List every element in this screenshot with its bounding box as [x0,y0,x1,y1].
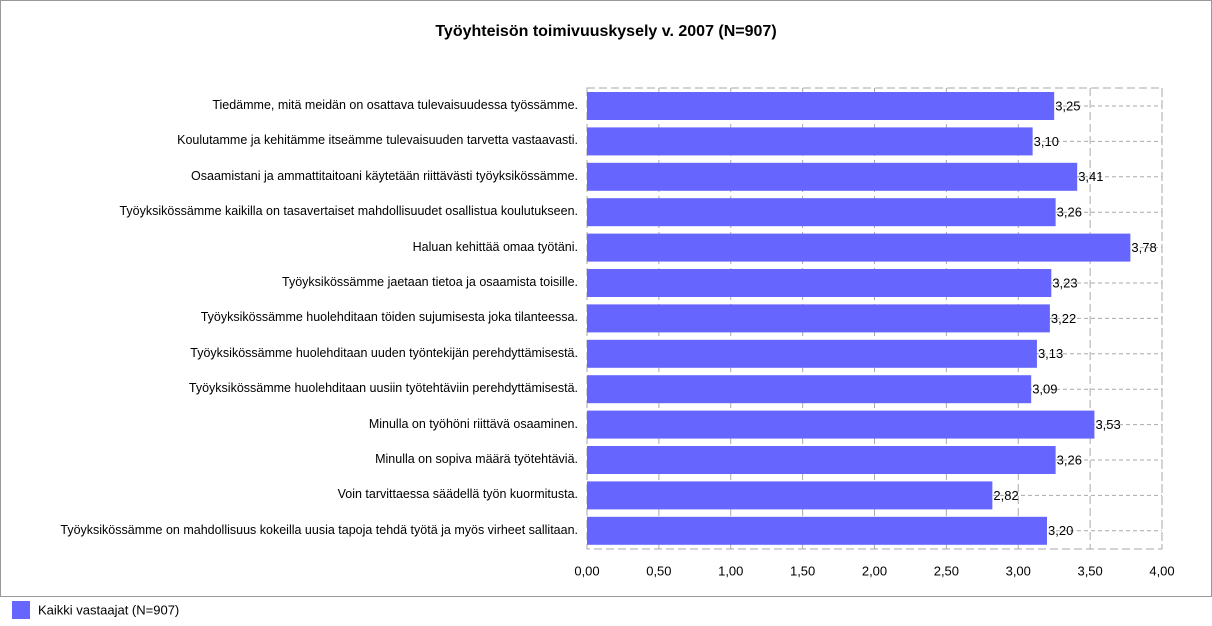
x-tick-label: 0,00 [574,563,599,578]
value-label: 3,53 [1095,417,1120,432]
value-label: 3,26 [1057,205,1082,220]
category-label: Osaamistani ja ammattitaitoani käytetään… [191,168,578,183]
value-label: 3,22 [1051,311,1076,326]
category-label: Työyksikössämme huolehditaan töiden suju… [200,310,578,325]
bar [587,269,1052,297]
legend-swatch [12,601,30,619]
category-label: Työyksikössämme on mahdollisuus kokeilla… [60,522,578,537]
x-tick-label: 1,50 [790,563,815,578]
value-label: 3,10 [1034,134,1059,149]
bar [587,339,1037,368]
x-tick-label: 4,00 [1149,563,1174,578]
value-label: 3,20 [1048,523,1073,538]
chart-title: Työyhteisön toimivuuskysely v. 2007 (N=9… [435,23,776,40]
bar [587,446,1056,474]
value-label: 3,13 [1038,346,1063,361]
x-tick-label: 3,50 [1077,563,1102,578]
category-label: Tiedämme, mitä meidän on osattava tuleva… [212,98,578,112]
x-tick-label: 0,50 [646,563,671,578]
bar [587,304,1050,333]
category-label: Minulla on työhöni riittävä osaaminen. [368,416,578,431]
bar [587,410,1095,439]
category-label: Voin tarvittaessa säädellä työn kuormitu… [337,487,578,502]
x-tick-label: 2,50 [934,563,959,578]
value-label: 3,09 [1032,382,1057,397]
bar [587,92,1055,120]
bar [587,162,1078,191]
bar [587,375,1032,404]
category-label: Koulutamme ja kehitämme itseämme tulevai… [177,133,578,148]
value-label: 3,26 [1057,452,1082,467]
legend-label: Kaikki vastaajat (N=907) [38,602,179,617]
category-label: Työyksikössämme huolehditaan uusiin työt… [188,381,578,396]
category-label: Haluan kehittää omaa työtäni. [412,239,578,254]
bar [587,516,1047,545]
value-label: 3,78 [1131,240,1156,255]
bar [587,198,1056,227]
category-label: Työyksikössämme jaetaan tietoa ja osaami… [282,275,578,289]
category-label: Minulla on sopiva määrä työtehtäviä. [375,452,578,466]
x-tick-label: 2,00 [862,563,887,578]
bar [587,127,1033,156]
value-label: 3,25 [1055,98,1080,113]
value-label: 2,82 [993,488,1018,503]
value-label: 3,41 [1078,169,1103,184]
bar [587,481,993,510]
value-label: 3,23 [1052,275,1077,290]
x-tick-label: 1,00 [718,563,743,578]
category-label: Työyksikössämme huolehditaan uuden työnt… [190,345,578,360]
x-tick-label: 3,00 [1006,563,1031,578]
category-label: Työyksikössämme kaikilla on tasavertaise… [119,204,578,219]
bar [587,233,1131,262]
